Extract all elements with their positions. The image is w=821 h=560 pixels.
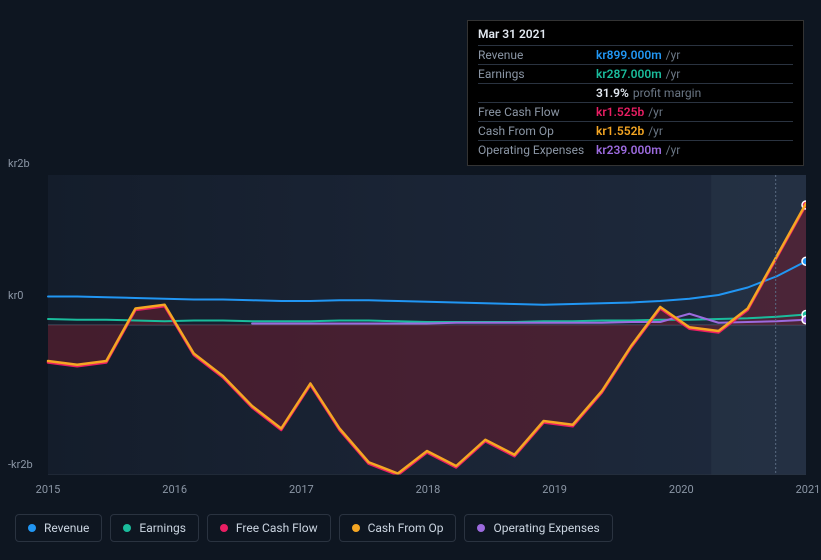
legend-label: Revenue — [44, 521, 89, 535]
legend-dot — [28, 524, 36, 532]
legend-label: Operating Expenses — [493, 521, 599, 535]
chart-tooltip: Mar 31 2021 Revenuekr899.000m/yrEarnings… — [467, 20, 804, 166]
tooltip-suffix: /yr — [666, 67, 681, 81]
tooltip-value: kr287.000m — [596, 67, 662, 81]
legend-dot — [352, 524, 360, 532]
tooltip-row: Cash From Opkr1.552b/yr — [478, 121, 793, 140]
legend-label: Free Cash Flow — [236, 521, 318, 535]
tooltip-row: Earningskr287.000m/yr — [478, 64, 793, 83]
tooltip-label: Revenue — [478, 48, 596, 62]
tooltip-suffix: /yr — [666, 48, 681, 62]
legend-dot — [123, 524, 131, 532]
legend-dot — [477, 524, 485, 532]
tooltip-row: Revenuekr899.000m/yr — [478, 45, 793, 64]
legend-label: Cash From Op — [368, 521, 444, 535]
legend-item-revenue[interactable]: Revenue — [15, 514, 102, 542]
tooltip-value: kr1.525b — [596, 105, 644, 119]
tooltip-value: kr899.000m — [596, 48, 662, 62]
chart-plot-area[interactable] — [15, 155, 806, 475]
tooltip-label: Earnings — [478, 67, 596, 81]
tooltip-label — [478, 86, 596, 100]
chart-legend: Revenue Earnings Free Cash Flow Cash From O… — [15, 514, 613, 542]
legend-label: Earnings — [139, 521, 186, 535]
tooltip-label: Cash From Op — [478, 124, 596, 138]
tooltip-suffix: /yr — [648, 105, 663, 119]
legend-dot — [220, 524, 228, 532]
tooltip-row: 31.9% profit margin — [478, 83, 793, 102]
tooltip-suffix: /yr — [648, 124, 663, 138]
tooltip-date: Mar 31 2021 — [478, 27, 793, 45]
tooltip-value: 31.9% — [596, 86, 629, 100]
legend-item-opex[interactable]: Operating Expenses — [464, 514, 612, 542]
legend-item-cfo[interactable]: Cash From Op — [339, 514, 457, 542]
legend-item-fcf[interactable]: Free Cash Flow — [207, 514, 331, 542]
legend-item-earnings[interactable]: Earnings — [110, 514, 199, 542]
tooltip-value: kr1.552b — [596, 124, 644, 138]
tooltip-suffix: profit margin — [633, 86, 701, 100]
tooltip-row: Free Cash Flowkr1.525b/yr — [478, 102, 793, 121]
tooltip-label: Free Cash Flow — [478, 105, 596, 119]
x-axis-labels: 2015 2016 2017 2018 2019 2020 2021 — [48, 483, 808, 496]
